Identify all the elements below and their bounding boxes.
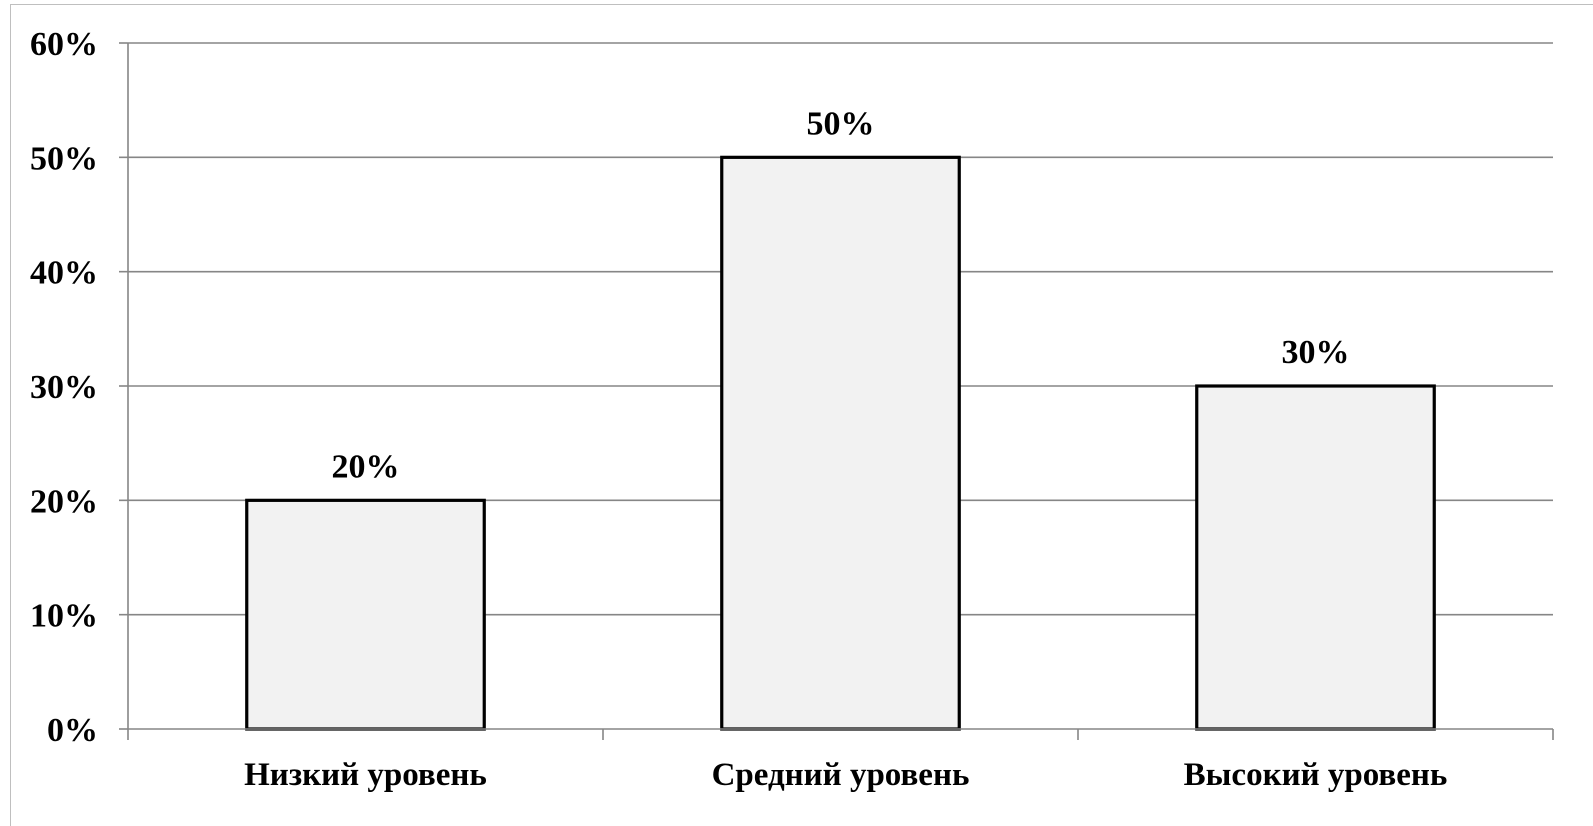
x-tick-label: Средний уровень (712, 757, 970, 793)
y-tick-label: 10% (30, 598, 98, 635)
x-axis (128, 729, 1553, 740)
y-tick-label: 60% (30, 26, 98, 63)
y-tick-label: 0% (47, 712, 98, 749)
y-tick-label: 50% (30, 140, 98, 177)
bar (1197, 386, 1435, 729)
y-tick-label: 40% (30, 255, 98, 292)
y-tick-label: 20% (30, 483, 98, 520)
y-tick-label: 30% (30, 369, 98, 406)
x-tick-label: Низкий уровень (244, 757, 487, 793)
bar (722, 157, 960, 729)
y-axis-ticks: 0% 10% 20% 30% 40% 50% 60% (30, 26, 128, 749)
data-label: 20% (332, 448, 400, 485)
bars (247, 157, 1435, 729)
bar (247, 500, 485, 729)
category-labels: Низкий уровень Средний уровень Высокий уро… (244, 757, 1447, 793)
x-tick-label: Высокий уровень (1184, 757, 1448, 793)
data-label: 30% (1282, 334, 1350, 371)
data-label: 50% (807, 105, 875, 142)
